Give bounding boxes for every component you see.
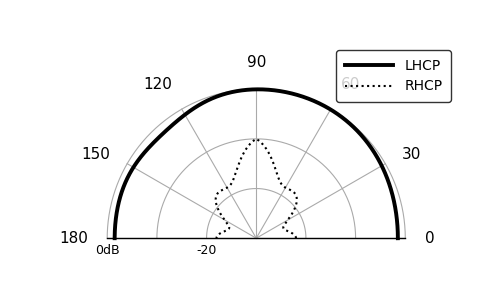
Text: 90: 90 — [246, 55, 266, 70]
Text: -20: -20 — [196, 244, 217, 257]
Text: 60: 60 — [340, 77, 360, 92]
Text: 0dB: 0dB — [95, 244, 120, 257]
Text: 30: 30 — [402, 146, 421, 162]
Legend: LHCP, RHCP: LHCP, RHCP — [336, 50, 451, 102]
Text: 120: 120 — [143, 77, 172, 92]
Text: 0: 0 — [424, 231, 434, 246]
Text: 180: 180 — [59, 231, 88, 246]
Text: 150: 150 — [82, 146, 110, 162]
